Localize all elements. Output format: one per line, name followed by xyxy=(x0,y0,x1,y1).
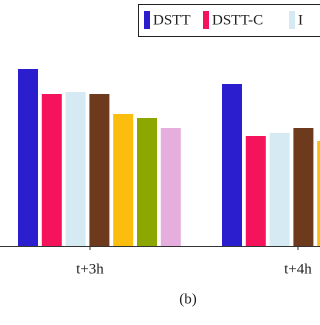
legend-swatch xyxy=(289,11,295,29)
bar xyxy=(18,69,38,246)
legend-swatch xyxy=(144,11,150,29)
x-tick-label: t+3h xyxy=(76,261,104,277)
caption: (b) xyxy=(179,291,197,307)
plot xyxy=(18,69,320,246)
bar xyxy=(161,128,181,246)
bar xyxy=(42,94,62,246)
bar xyxy=(270,133,290,246)
legend-label: DSTT xyxy=(153,12,191,28)
bar xyxy=(246,136,266,246)
bar xyxy=(137,118,157,246)
bar xyxy=(293,128,313,246)
bar xyxy=(66,92,86,246)
bar xyxy=(113,114,133,246)
x-tick-label: t+4h xyxy=(284,261,312,277)
legend-label: I xyxy=(298,12,303,28)
legend-swatch xyxy=(203,11,209,29)
bar xyxy=(89,94,109,246)
bar xyxy=(222,84,242,246)
legend-label: DSTT-C xyxy=(212,12,263,28)
